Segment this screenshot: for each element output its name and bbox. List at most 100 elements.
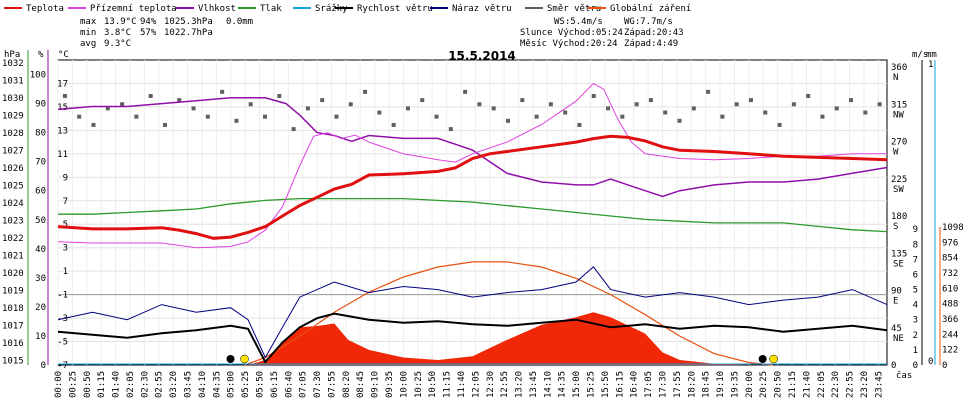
pct-tick: 20 — [35, 303, 46, 313]
wind-direction-point — [420, 98, 425, 103]
direction-tick: 135 — [891, 249, 907, 259]
temp-tick: 17 — [57, 79, 68, 89]
hpa-tick: 1016 — [2, 339, 24, 349]
x-tick-label: 03:20 — [169, 371, 179, 398]
ms-tick: 7 — [913, 255, 918, 265]
x-tick-label: 01:40 — [112, 371, 122, 398]
wind-direction-point — [291, 127, 296, 132]
x-tick-label: 20:00 — [745, 371, 755, 398]
legend-label: Směr větru — [547, 4, 601, 14]
temp-tick: 5 — [63, 220, 68, 230]
pct-tick: 100 — [30, 71, 46, 81]
x-tick-label: 17:55 — [673, 371, 683, 398]
pct-tick: 30 — [35, 274, 46, 284]
wind-direction-point — [591, 93, 596, 98]
x-tick-label: 00:50 — [83, 371, 93, 398]
hpa-tick: 1026 — [2, 164, 24, 174]
stats-label: min — [80, 28, 96, 38]
wind-direction-point — [834, 106, 839, 111]
x-tick-label: 20:25 — [759, 371, 769, 398]
wind-direction-point — [606, 106, 611, 111]
wind-direction-point — [91, 122, 96, 127]
ms-tick: 0 — [913, 361, 918, 371]
hpa-tick: 1031 — [2, 77, 24, 87]
x-tick-label: 11:15 — [443, 371, 453, 398]
x-tick-label: 01:15 — [97, 371, 107, 398]
wind-direction-point — [477, 102, 482, 107]
pressure-line — [58, 197, 888, 233]
hpa-tick: 1024 — [2, 199, 24, 209]
ms-tick: 1 — [913, 346, 918, 356]
x-tick-label: 22:05 — [817, 371, 827, 398]
x-tick-label: 02:30 — [140, 371, 150, 398]
x-tick-label: 12:05 — [471, 371, 481, 398]
right-axes: m/smm987654321010360N315NW270W225SW180S1… — [891, 50, 964, 371]
direction-label: SW — [893, 185, 904, 195]
x-tick-label: 19:10 — [716, 371, 726, 398]
x-tick-label: 17:30 — [658, 371, 668, 398]
wind-direction-point — [334, 114, 339, 119]
x-tick-label: 19:35 — [730, 371, 740, 398]
wind-direction-point — [263, 114, 268, 119]
pct-tick: 70 — [35, 158, 46, 168]
wind-direction-point — [120, 102, 125, 107]
wind-direction-point — [177, 98, 182, 103]
temp-tick: 9 — [63, 173, 68, 183]
legend-label: Srážky — [315, 4, 348, 14]
wind-direction-point — [520, 98, 525, 103]
x-tick-label: 02:05 — [126, 371, 136, 398]
temp-tick: 3 — [63, 244, 68, 254]
hpa-tick: 1019 — [2, 287, 24, 297]
temp-tick: 11 — [57, 150, 68, 160]
direction-tick: 270 — [891, 138, 907, 148]
wind-direction-point — [734, 102, 739, 107]
wind-direction-point — [434, 114, 439, 119]
x-tick-label: 14:35 — [558, 371, 568, 398]
legend-label: Přízemní teplota — [90, 4, 177, 14]
temp-unit: °C — [58, 50, 69, 60]
moonset-marker — [226, 355, 235, 363]
legend-label: Náraz větru — [452, 4, 512, 14]
wind-direction-point — [877, 102, 882, 107]
hpa-tick: 1020 — [2, 269, 24, 279]
wind-direction-point — [806, 93, 811, 98]
pct-unit: % — [38, 50, 44, 60]
x-tick-label: 18:45 — [702, 371, 712, 398]
x-tick-label: 16:15 — [615, 371, 625, 398]
wind-direction-point — [505, 118, 510, 123]
x-tick-label: 07:30 — [313, 371, 323, 398]
x-tick-label: 05:25 — [241, 371, 251, 398]
hpa-tick: 1022 — [2, 234, 24, 244]
wind-gust-line — [57, 266, 888, 359]
wind-direction-point — [720, 114, 725, 119]
radiation-tick: 610 — [942, 284, 958, 294]
mm-tick: 1 — [928, 60, 933, 70]
pct-tick: 10 — [35, 332, 46, 342]
legend-label: Tlak — [260, 4, 282, 14]
stats-temp: 9.3°C — [104, 39, 131, 49]
pct-tick: 50 — [35, 216, 46, 226]
x-tick-label: 22:30 — [831, 371, 841, 398]
radiation-tick: 854 — [942, 254, 958, 264]
info-wind-gust: WG:7.7m/s — [624, 17, 673, 27]
wind-direction-point — [305, 106, 310, 111]
hpa-tick: 1025 — [2, 182, 24, 192]
wind-direction-point — [648, 98, 653, 103]
x-tick-label: 23:45 — [874, 371, 884, 398]
left-axes: hPa% °C1032103110301029102810271026102510… — [2, 50, 69, 371]
hpa-tick: 1029 — [2, 112, 24, 122]
direction-tick: 360 — [891, 63, 907, 73]
wind-direction-point — [577, 122, 582, 127]
radiation-tick: 122 — [942, 346, 958, 356]
legend: Teplota Přízemní teplota Vlhkost Tlak Srážky… — [4, 4, 691, 14]
wind-direction-point — [62, 93, 67, 98]
wind-direction-point — [405, 106, 410, 111]
wind-speed-line — [57, 312, 888, 364]
x-tick-label: 00:25 — [68, 371, 78, 398]
data-series — [57, 82, 888, 366]
stats-pressure: 1022.7hPa — [164, 28, 213, 38]
sun-moon-markers — [226, 354, 778, 364]
x-tick-label: 10:50 — [428, 371, 438, 398]
wind-direction-point — [77, 114, 82, 119]
